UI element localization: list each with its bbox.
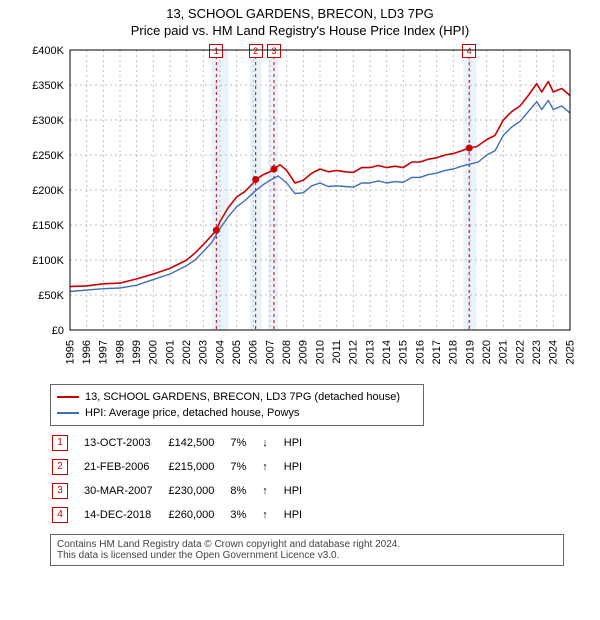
event-pct: 3%	[230, 504, 260, 526]
legend-swatch-property	[57, 396, 79, 398]
legend: 13, SCHOOL GARDENS, BRECON, LD3 7PG (det…	[50, 384, 424, 426]
svg-text:£250K: £250K	[32, 150, 64, 162]
event-arrow: ↓	[262, 432, 282, 454]
event-date: 13-OCT-2003	[84, 432, 166, 454]
svg-text:2024: 2024	[548, 340, 560, 364]
event-date: 14-DEC-2018	[84, 504, 166, 526]
event-pct: 8%	[230, 480, 260, 502]
footer: Contains HM Land Registry data © Crown c…	[50, 534, 564, 566]
svg-text:£100K: £100K	[32, 255, 64, 267]
event-marker: 2	[52, 459, 68, 475]
svg-text:2019: 2019	[464, 340, 476, 364]
legend-label-property: 13, SCHOOL GARDENS, BRECON, LD3 7PG (det…	[85, 391, 400, 403]
event-ref: HPI	[284, 480, 316, 502]
title-block: 13, SCHOOL GARDENS, BRECON, LD3 7PG Pric…	[0, 0, 600, 40]
event-row: 3 30-MAR-2007£230,0008%↑HPI	[52, 480, 316, 502]
svg-text:2001: 2001	[164, 340, 176, 364]
svg-text:2006: 2006	[248, 340, 260, 364]
event-marker: 4	[52, 507, 68, 523]
svg-text:1996: 1996	[81, 340, 93, 364]
svg-text:1997: 1997	[98, 340, 110, 364]
event-marker: 1	[52, 435, 68, 451]
svg-text:2009: 2009	[298, 340, 310, 364]
event-ref: HPI	[284, 456, 316, 478]
svg-text:2004: 2004	[214, 340, 226, 364]
event-date: 30-MAR-2007	[84, 480, 166, 502]
legend-row: 13, SCHOOL GARDENS, BRECON, LD3 7PG (det…	[57, 389, 417, 405]
event-pct: 7%	[230, 432, 260, 454]
legend-swatch-hpi	[57, 412, 79, 414]
title-subtitle: Price paid vs. HM Land Registry's House …	[0, 23, 600, 38]
chart-event-marker: 3	[267, 44, 281, 58]
svg-text:2007: 2007	[264, 340, 276, 364]
svg-text:2020: 2020	[481, 340, 493, 364]
event-marker: 3	[52, 483, 68, 499]
svg-text:£300K: £300K	[32, 115, 64, 127]
svg-text:2018: 2018	[448, 340, 460, 364]
svg-text:£50K: £50K	[38, 290, 64, 302]
event-row: 2 21-FEB-2006£215,0007%↑HPI	[52, 456, 316, 478]
title-address: 13, SCHOOL GARDENS, BRECON, LD3 7PG	[0, 6, 600, 21]
event-arrow: ↑	[262, 480, 282, 502]
chart-event-marker: 2	[249, 44, 263, 58]
svg-text:2005: 2005	[231, 340, 243, 364]
svg-text:2022: 2022	[514, 340, 526, 364]
event-price: £230,000	[168, 480, 228, 502]
event-row: 1 13-OCT-2003£142,5007%↓HPI	[52, 432, 316, 454]
svg-text:2025: 2025	[564, 340, 576, 364]
chart-event-marker: 4	[462, 44, 476, 58]
legend-row: HPI: Average price, detached house, Powy…	[57, 405, 417, 421]
event-arrow: ↑	[262, 504, 282, 526]
svg-text:2012: 2012	[348, 340, 360, 364]
svg-text:2010: 2010	[314, 340, 326, 364]
event-row: 4 14-DEC-2018£260,0003%↑HPI	[52, 504, 316, 526]
price-chart: £0 £50K £100K £150K £200K £250K £300K £350K £400…	[20, 40, 580, 380]
svg-text:2023: 2023	[531, 340, 543, 364]
svg-text:£200K: £200K	[32, 185, 64, 197]
svg-text:1999: 1999	[131, 340, 143, 364]
svg-text:2013: 2013	[364, 340, 376, 364]
event-date: 21-FEB-2006	[84, 456, 166, 478]
chart-event-marker: 1	[209, 44, 223, 58]
report-container: 13, SCHOOL GARDENS, BRECON, LD3 7PG Pric…	[0, 0, 600, 566]
svg-text:2000: 2000	[148, 340, 160, 364]
svg-text:£150K: £150K	[32, 220, 64, 232]
svg-text:2002: 2002	[181, 340, 193, 364]
event-ref: HPI	[284, 432, 316, 454]
event-price: £142,500	[168, 432, 228, 454]
event-ref: HPI	[284, 504, 316, 526]
footer-line1: Contains HM Land Registry data © Crown c…	[57, 539, 557, 550]
event-price: £260,000	[168, 504, 228, 526]
event-price: £215,000	[168, 456, 228, 478]
svg-text:2016: 2016	[414, 340, 426, 364]
svg-text:£0: £0	[52, 325, 64, 337]
svg-text:£350K: £350K	[32, 80, 64, 92]
svg-text:1998: 1998	[114, 340, 126, 364]
svg-text:2015: 2015	[398, 340, 410, 364]
svg-text:2017: 2017	[431, 340, 443, 364]
svg-text:1995: 1995	[64, 340, 76, 364]
footer-line2: This data is licensed under the Open Gov…	[57, 550, 557, 561]
svg-text:2021: 2021	[498, 340, 510, 364]
svg-text:2003: 2003	[198, 340, 210, 364]
legend-label-hpi: HPI: Average price, detached house, Powy…	[85, 407, 299, 419]
event-arrow: ↑	[262, 456, 282, 478]
events-table: 113-OCT-2003£142,5007%↓HPI221-FEB-2006£2…	[50, 430, 318, 528]
chart-svg: £0 £50K £100K £150K £200K £250K £300K £350K £400…	[20, 40, 580, 380]
svg-text:2011: 2011	[331, 340, 343, 364]
event-pct: 7%	[230, 456, 260, 478]
svg-text:£400K: £400K	[32, 45, 64, 57]
svg-text:2008: 2008	[281, 340, 293, 364]
svg-text:2014: 2014	[381, 340, 393, 364]
